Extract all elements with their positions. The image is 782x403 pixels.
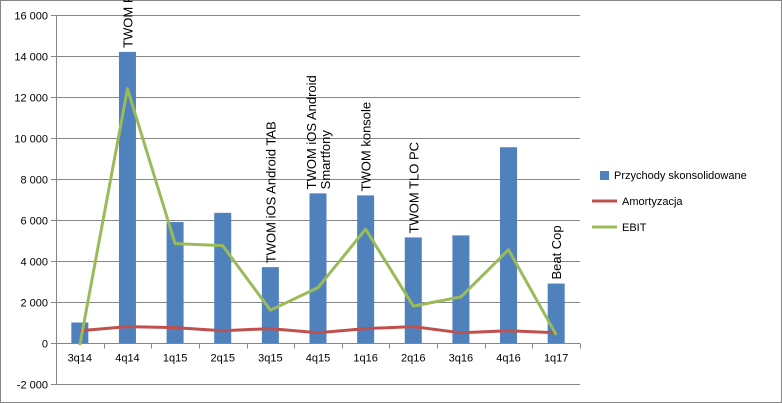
x-tick-label: 3q14 [68,353,92,365]
legend-label: Amortyzacja [622,196,683,208]
legend-swatch [600,171,609,180]
x-tick-label: 1q17 [544,353,568,365]
y-tick-label: 0 [42,339,48,351]
annotations: TWOM PC TWOM iOS Android TAB TWOM iOS Andr… [120,0,564,280]
annotation-label: Smartfony [318,130,333,190]
annotation-label: TWOM iOS Android TAB [263,121,278,263]
annotation-label: TWOM konsole [359,102,374,192]
legend-label: Przychody skonsolidowane [614,170,747,182]
y-tick-label: 6 000 [20,216,48,228]
x-tick-label: 1q16 [353,353,377,365]
x-tick-label: 2q16 [401,353,425,365]
x-tick-label: 4q16 [496,353,520,365]
bar [261,267,279,343]
y-tick-label: 12 000 [14,93,48,105]
gridlines [56,15,580,385]
x-tick-label: 1q15 [163,353,187,365]
series-line [78,87,558,346]
bar [452,235,470,343]
bar [118,51,136,344]
annotation-label: Beat Cop [549,225,564,279]
y-tick-label: 4 000 [20,257,48,269]
x-tick-label: 4q15 [306,353,330,365]
bar [500,147,518,343]
y-tick-label: 16 000 [14,11,48,23]
y-tick-label: -2 000 [17,380,48,392]
tick-labels: -2 000 0 2 000 4 000 6 000 8 000 10 000 12 000 1… [14,11,568,392]
annotation-label: TWOM iOS Android [304,75,319,189]
x-tick-label: 3q15 [258,353,282,365]
bar [214,212,232,343]
annotation-label: TWOM PC [120,0,135,48]
line-series [78,87,558,346]
bar-series [71,51,565,344]
x-tick-label: 2q15 [210,353,234,365]
bar [357,195,375,343]
y-tick-label: 14 000 [14,52,48,64]
annotation-label: TWOM TLO PC [406,142,421,233]
series-line [79,325,557,335]
axes [51,15,581,385]
bar [309,193,327,343]
x-tick-label: 3q16 [449,353,473,365]
y-tick-label: 10 000 [14,134,48,146]
legend-label: EBIT [622,222,647,234]
x-tick-label: 4q14 [115,353,139,365]
bar [166,222,184,343]
legend: Przychody skonsolidowane Amortyzacja EBIT [592,170,747,234]
y-tick-label: 8 000 [20,175,48,187]
y-tick-label: 2 000 [20,298,48,310]
bar [404,237,422,343]
